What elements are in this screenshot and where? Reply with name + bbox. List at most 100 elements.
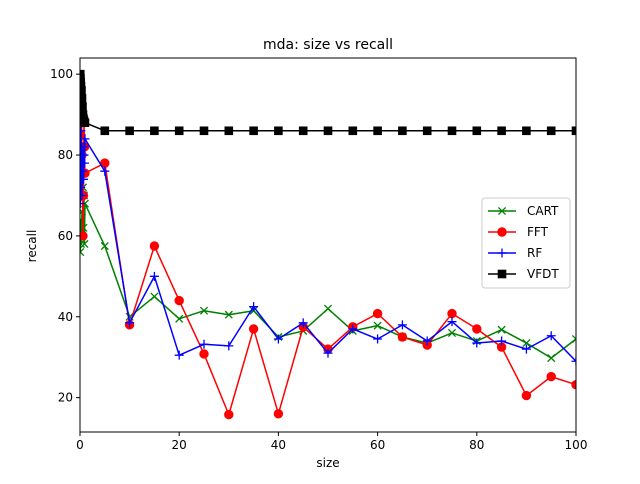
data-point-cart — [447, 328, 457, 338]
data-point-cart — [100, 241, 109, 251]
data-point-vfdt — [298, 126, 308, 136]
data-point-cart — [373, 321, 382, 330]
data-point-vfdt — [150, 126, 159, 136]
data-point-rf — [497, 336, 507, 346]
data-point-cart — [522, 338, 531, 348]
data-point-vfdt — [199, 126, 209, 136]
data-point-vfdt — [249, 126, 258, 136]
y-tick-label: 40 — [58, 310, 73, 324]
data-point-fft — [521, 390, 532, 401]
data-point-fft — [546, 371, 556, 382]
x-tick-label: 60 — [370, 438, 385, 452]
x-tick-label: 0 — [76, 438, 84, 452]
legend: CART FFT RF VFDT — [481, 197, 571, 289]
data-point-rf — [80, 166, 87, 176]
legend-entry-fft: FFT — [488, 225, 549, 239]
series-layer — [80, 69, 576, 420]
data-point-rf — [80, 142, 88, 152]
legend-marker-cart — [497, 206, 507, 216]
data-point-rf — [571, 356, 576, 366]
data-point-fft — [397, 332, 408, 342]
data-point-fft — [372, 308, 383, 319]
data-point-cart — [80, 239, 89, 249]
data-point-vfdt — [323, 126, 333, 136]
y-axis-title: recall — [25, 230, 39, 263]
axes: 0 20 40 60 80 100 20 40 60 80 100 — [50, 57, 588, 452]
data-point-fft — [447, 308, 457, 319]
data-point-cart — [80, 239, 86, 249]
data-point-cart — [224, 310, 233, 319]
legend-entry-rf: RF — [488, 246, 542, 260]
series-vfdt — [80, 69, 576, 136]
legend-label-fft: FFT — [527, 225, 549, 239]
series-rf — [80, 126, 576, 366]
legend-label-cart: CART — [527, 204, 559, 218]
data-point-vfdt — [497, 126, 506, 136]
plot-frame — [79, 57, 577, 433]
y-tick-label: 100 — [50, 67, 73, 81]
data-point-vfdt — [80, 118, 90, 127]
x-tick-label: 80 — [469, 438, 484, 452]
data-point-rf — [422, 336, 432, 346]
legend-entry-vfdt: VFDT — [488, 267, 559, 281]
legend-marker-fft — [497, 227, 507, 237]
data-point-fft — [149, 241, 160, 251]
data-point-rf — [273, 334, 283, 344]
data-point-cart — [547, 353, 556, 363]
data-point-vfdt — [546, 126, 556, 136]
data-point-rf — [298, 318, 308, 328]
data-point-rf — [80, 190, 87, 200]
data-point-rf — [521, 344, 531, 354]
data-point-vfdt — [174, 126, 184, 136]
legend-marker-rf — [497, 248, 507, 258]
data-point-vfdt — [447, 126, 457, 136]
data-point-fft — [248, 324, 259, 334]
data-point-rf — [373, 334, 383, 344]
legend-marker-vfdt — [497, 269, 507, 279]
data-point-fft — [80, 231, 88, 241]
legend-label-vfdt: VFDT — [527, 267, 559, 281]
data-point-rf — [472, 338, 482, 348]
x-tick-label: 40 — [271, 438, 286, 452]
data-point-cart — [497, 325, 506, 334]
data-point-cart — [571, 334, 576, 344]
data-point-vfdt — [125, 126, 134, 136]
data-point-rf — [125, 318, 135, 328]
data-point-rf — [397, 320, 407, 330]
data-point-rf — [149, 271, 159, 281]
data-point-cart — [80, 223, 86, 232]
data-point-vfdt — [422, 126, 432, 136]
data-point-rf — [80, 134, 90, 144]
data-point-vfdt — [398, 126, 407, 136]
legend-entry-cart: CART — [488, 204, 559, 218]
data-point-rf — [447, 317, 457, 327]
x-tick-label: 20 — [172, 438, 187, 452]
data-point-vfdt — [224, 126, 234, 136]
data-point-fft — [174, 295, 184, 306]
data-point-rf — [224, 341, 234, 351]
legend-label-rf: RF — [527, 246, 542, 260]
x-axis-title: size — [316, 456, 339, 470]
data-point-fft — [224, 409, 234, 420]
data-point-rf — [546, 331, 556, 341]
x-tick-label: 100 — [565, 438, 588, 452]
plot-area — [80, 69, 576, 420]
data-point-vfdt — [274, 126, 283, 136]
data-point-fft — [199, 349, 209, 359]
data-point-rf — [80, 150, 89, 160]
data-point-rf — [80, 126, 86, 136]
data-point-rf — [80, 182, 86, 192]
y-tick-label: 20 — [58, 391, 73, 405]
legend-box — [481, 197, 571, 289]
data-point-vfdt — [571, 126, 576, 136]
data-point-rf — [249, 302, 259, 312]
data-point-vfdt — [100, 126, 110, 136]
data-point-cart — [199, 306, 209, 315]
data-point-rf — [348, 324, 358, 334]
data-point-fft — [472, 324, 482, 334]
data-point-vfdt — [348, 126, 358, 136]
data-point-vfdt — [472, 126, 482, 136]
data-point-cart — [323, 304, 333, 313]
